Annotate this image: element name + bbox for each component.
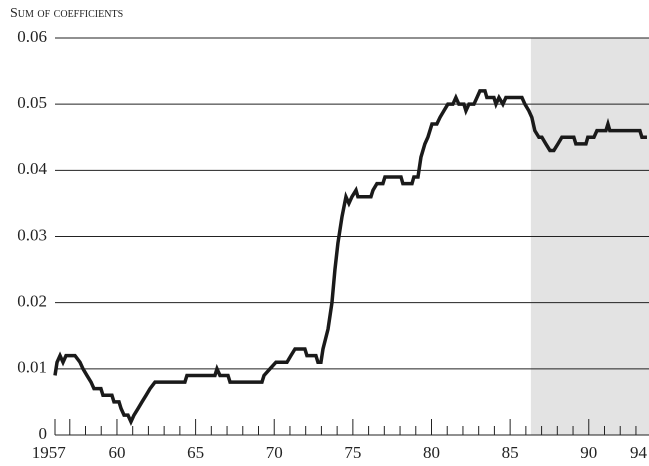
x-tick-label: 65 xyxy=(187,443,204,462)
x-tick-label: 94 xyxy=(630,443,648,462)
y-axis-label: Sum of coefficients xyxy=(10,6,123,21)
x-tick-label: 90 xyxy=(580,443,597,462)
x-tick-label: 85 xyxy=(502,443,519,462)
x-tick-label: 60 xyxy=(108,443,125,462)
x-tick-label: 75 xyxy=(344,443,361,462)
y-tick-label: 0 xyxy=(39,424,48,443)
y-tick-label: 0.06 xyxy=(17,27,47,46)
y-tick-label: 0.03 xyxy=(17,225,47,244)
y-tick-label: 0.02 xyxy=(17,292,47,311)
x-tick-label: 70 xyxy=(266,443,283,462)
y-tick-label: 0.05 xyxy=(17,93,47,112)
y-tick-label: 0.04 xyxy=(17,159,47,178)
x-tick-label: 80 xyxy=(423,443,440,462)
data-line xyxy=(53,89,647,427)
x-tick-label: 1957 xyxy=(32,443,67,462)
y-tick-label: 0.01 xyxy=(17,358,47,377)
